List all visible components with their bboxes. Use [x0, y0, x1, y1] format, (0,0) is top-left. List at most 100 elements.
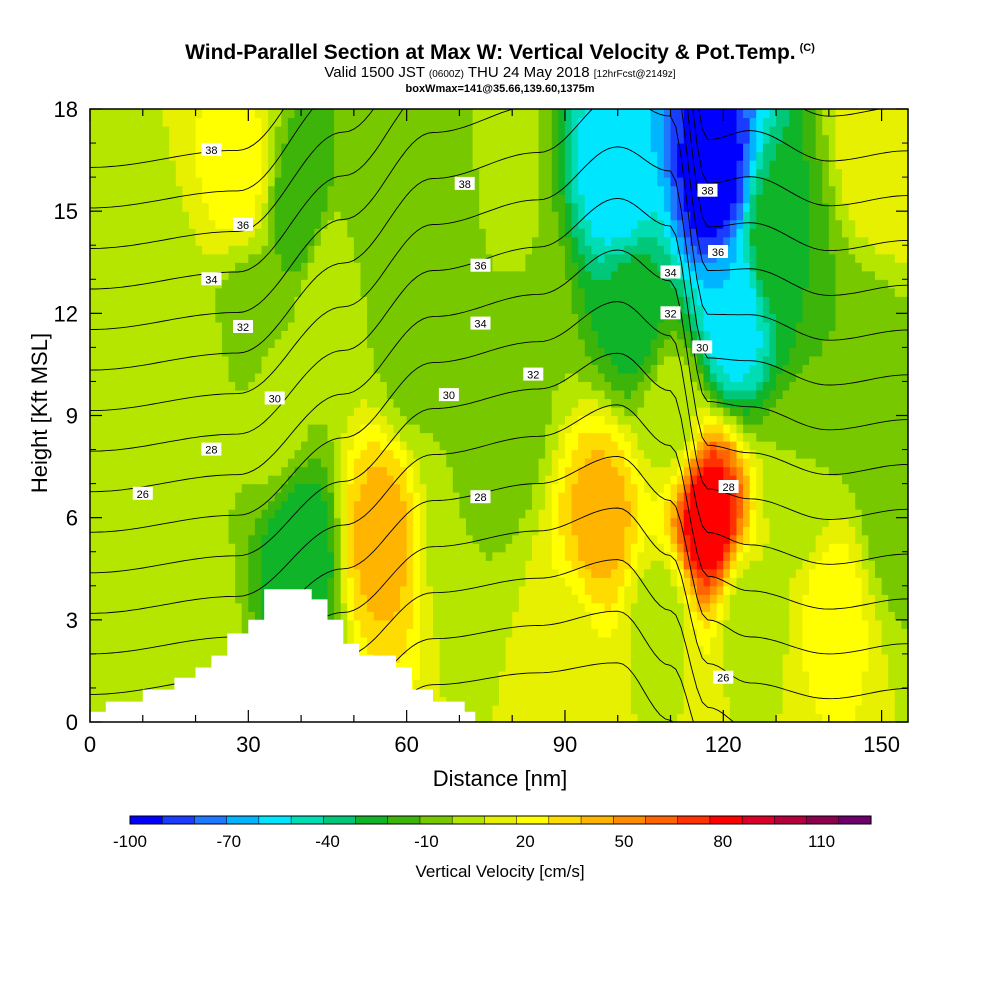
w-cell: [492, 526, 500, 536]
w-cell: [327, 270, 335, 280]
w-cell: [426, 321, 434, 331]
w-cell: [116, 509, 124, 519]
w-cell: [340, 619, 348, 629]
w-cell: [538, 287, 546, 297]
w-cell: [452, 406, 461, 417]
w-cell: [386, 219, 395, 229]
w-cell: [215, 509, 223, 519]
w-cell: [268, 415, 276, 425]
w-cell: [452, 211, 461, 221]
w-cell: [400, 568, 408, 578]
w-cell: [268, 330, 276, 340]
w-cell: [472, 253, 480, 263]
w-cell: [353, 321, 362, 331]
w-cell: [499, 628, 507, 638]
w-cell: [103, 687, 111, 698]
w-cell: [426, 543, 434, 553]
w-cell: [353, 551, 362, 561]
w-cell: [142, 194, 150, 204]
w-cell: [353, 372, 362, 383]
w-cell: [195, 389, 203, 400]
w-cell: [531, 568, 540, 578]
w-cell: [525, 492, 533, 502]
w-cell: [314, 236, 322, 246]
w-cell: [122, 245, 131, 255]
w-cell: [373, 194, 381, 204]
w-cell: [294, 245, 302, 255]
w-cell: [446, 406, 454, 417]
w-cell: [188, 398, 197, 408]
w-cell: [241, 245, 249, 255]
w-cell: [439, 253, 447, 263]
w-cell: [90, 228, 98, 238]
w-cell: [195, 228, 203, 238]
w-cell: [518, 134, 526, 144]
w-cell: [426, 355, 434, 366]
w-cell: [307, 551, 315, 561]
w-cell: [479, 577, 487, 587]
w-cell: [400, 406, 408, 417]
w-cell: [380, 143, 388, 153]
w-cell: [188, 543, 197, 553]
w-cell: [525, 160, 533, 170]
w-cell: [109, 262, 117, 272]
w-cell: [353, 441, 362, 451]
w-cell: [446, 424, 454, 434]
w-cell: [116, 338, 124, 348]
w-cell: [538, 236, 546, 246]
w-cell: [492, 270, 500, 280]
w-cell: [347, 483, 355, 493]
w-cell: [466, 236, 474, 246]
w-cell: [413, 424, 421, 434]
w-cell: [109, 287, 117, 297]
w-cell: [202, 594, 210, 604]
w-cell: [281, 177, 289, 187]
w-cell: [340, 492, 348, 502]
w-cell: [538, 398, 546, 408]
w-cell: [538, 219, 546, 229]
w-cell: [109, 526, 117, 536]
w-cell: [512, 551, 520, 561]
w-cell: [109, 151, 117, 161]
w-cell: [320, 449, 329, 459]
w-cell: [446, 151, 454, 161]
w-cell: [235, 347, 243, 357]
w-cell: [452, 500, 461, 510]
w-cell: [287, 551, 296, 561]
w-cell: [320, 279, 329, 289]
w-cell: [347, 160, 355, 170]
w-cell: [373, 483, 381, 493]
w-cell: [406, 406, 414, 417]
w-cell: [327, 330, 335, 340]
w-cell: [466, 321, 474, 331]
w-cell: [472, 449, 480, 459]
w-cell: [459, 687, 467, 698]
w-cell: [274, 475, 282, 485]
w-cell: [531, 381, 540, 391]
w-cell: [538, 304, 546, 314]
w-cell: [122, 321, 131, 331]
w-cell: [202, 109, 210, 119]
w-cell: [367, 143, 375, 153]
w-cell: [512, 526, 520, 536]
w-cell: [307, 270, 315, 280]
w-cell: [466, 509, 474, 519]
w-cell: [413, 253, 421, 263]
w-cell: [320, 355, 329, 366]
w-cell: [327, 611, 335, 621]
w-cell: [175, 126, 183, 136]
w-cell: [208, 151, 216, 161]
w-cell: [274, 270, 282, 280]
w-cell: [446, 594, 454, 604]
w-cell: [538, 194, 546, 204]
w-cell: [142, 526, 150, 536]
w-cell: [136, 134, 144, 144]
w-cell: [479, 253, 487, 263]
w-cell: [499, 355, 507, 366]
w-cell: [195, 500, 203, 510]
w-cell: [248, 202, 256, 212]
w-cell: [419, 670, 428, 681]
w-cell: [301, 406, 309, 417]
w-cell: [175, 355, 183, 366]
w-cell: [188, 287, 197, 297]
